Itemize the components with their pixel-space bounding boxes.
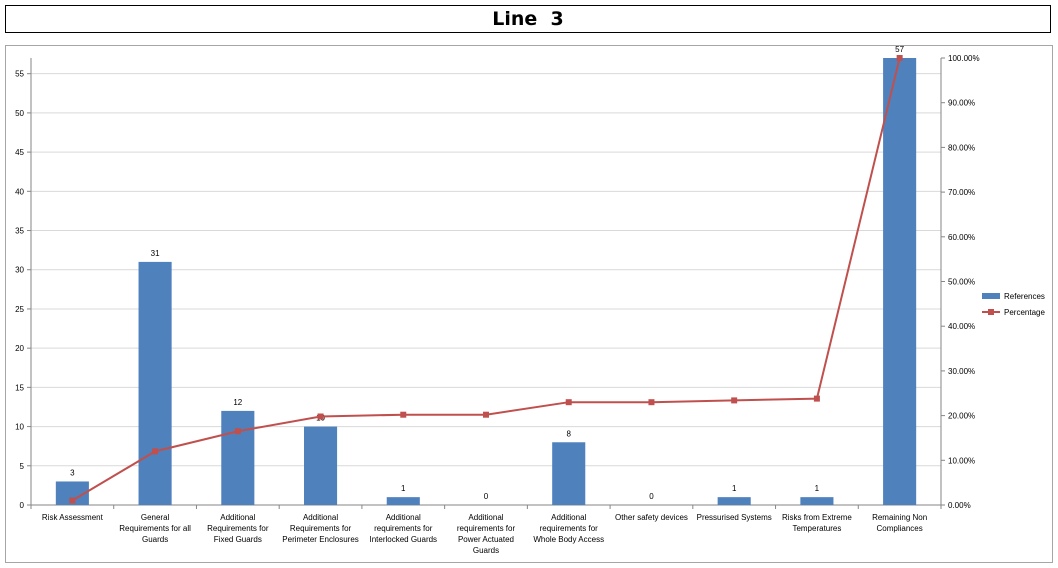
bar <box>552 442 586 505</box>
left-axis-tick-label: 30 <box>15 266 24 275</box>
left-axis-tick-label: 25 <box>15 305 24 314</box>
right-axis-tick-label: 70.00% <box>948 188 975 197</box>
category-label: Additional requirements for Interlocked Gu… <box>369 513 437 544</box>
legend-percentage-marker <box>988 309 994 315</box>
category-label: Remaining Non Compliances <box>872 513 927 533</box>
percentage-marker <box>483 411 489 418</box>
percentage-marker <box>731 397 738 404</box>
left-axis-tick-label: 55 <box>15 70 24 79</box>
bar <box>55 481 89 505</box>
category-label: General Requirements for all Guards <box>119 513 191 544</box>
percentage-marker <box>648 399 655 406</box>
combo-chart: 05101520253035404550550.00%10.00%20.00%3… <box>15 46 1045 555</box>
bar <box>221 410 255 505</box>
category-label: Additional Requirements for Fixed Guards <box>207 513 269 544</box>
bar-data-label: 12 <box>233 398 242 407</box>
percentage-marker <box>565 399 572 406</box>
right-axis-tick-label: 100.00% <box>948 54 980 63</box>
chart-title-box: Line 3 <box>5 5 1051 33</box>
bar <box>304 426 338 505</box>
category-label: Additional Requirements for Perimeter Encl… <box>282 513 358 544</box>
right-axis-tick-label: 60.00% <box>948 233 975 242</box>
category-label: Additional requirements for Whole Body Acc… <box>533 513 604 544</box>
chart-area: 0 5 10 15 20 25 30 35 40 45 50 55 0.00% 10.00% 20.00% 3… <box>5 45 1053 563</box>
right-axis-tick-label: 20.00% <box>948 412 975 421</box>
category-label: Risk Assessment <box>42 513 104 522</box>
percentage-marker <box>813 395 820 402</box>
right-axis-tick-label: 90.00% <box>948 99 975 108</box>
bar <box>800 497 834 505</box>
bar <box>138 261 172 505</box>
bar-data-label: 31 <box>151 249 160 258</box>
bar-data-label: 57 <box>895 46 904 54</box>
percentage-marker <box>896 55 903 61</box>
bar-data-label: 1 <box>732 484 737 493</box>
right-axis-tick-label: 80.00% <box>948 143 975 152</box>
left-axis-tick-label: 35 <box>15 227 24 236</box>
legend-references-label: References <box>1004 292 1045 301</box>
legend-references-swatch <box>982 293 1000 299</box>
left-axis-tick-label: 20 <box>15 344 24 353</box>
left-axis-tick-label: 50 <box>15 109 24 118</box>
percentage-marker <box>152 448 159 455</box>
left-axis-tick-label: 0 <box>20 501 25 510</box>
bar <box>717 497 751 505</box>
percentage-marker <box>317 413 324 420</box>
bar-data-label: 0 <box>649 492 654 501</box>
category-label: Additional requirements for Power Actuated… <box>457 513 516 555</box>
left-axis-tick-label: 45 <box>15 148 24 157</box>
bar-data-label: 1 <box>401 484 406 493</box>
bar-data-label: 1 <box>815 484 820 493</box>
right-axis-tick-label: 0.00% <box>948 501 971 510</box>
chart-title: Line 3 <box>492 8 564 30</box>
bar <box>386 497 420 505</box>
left-axis-tick-label: 15 <box>15 383 24 392</box>
category-label: Pressurised Systems <box>697 513 772 522</box>
percentage-line <box>71 57 901 502</box>
left-axis-tick-label: 10 <box>15 423 24 432</box>
percentage-marker <box>69 497 76 504</box>
right-axis-tick-label: 50.00% <box>948 278 975 287</box>
right-axis-tick-label: 30.00% <box>948 367 975 376</box>
bar-data-label: 0 <box>484 492 489 501</box>
left-axis-tick-label: 5 <box>20 462 25 471</box>
percentage-marker <box>234 428 241 435</box>
legend-percentage-label: Percentage <box>1004 308 1045 317</box>
bar <box>883 58 917 505</box>
right-axis-tick-label: 40.00% <box>948 322 975 331</box>
bar-data-label: 3 <box>70 468 75 477</box>
category-label: Other safety devices <box>615 513 688 522</box>
left-axis-tick-label: 40 <box>15 187 24 196</box>
percentage-marker <box>400 411 407 418</box>
right-axis-tick-label: 10.00% <box>948 456 975 465</box>
category-label: Risks from Extreme Temperatures <box>782 513 852 533</box>
bar-data-label: 8 <box>567 429 572 438</box>
